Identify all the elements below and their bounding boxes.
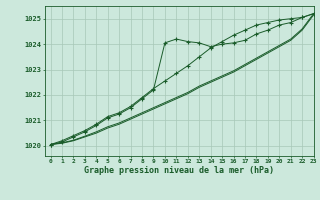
- X-axis label: Graphe pression niveau de la mer (hPa): Graphe pression niveau de la mer (hPa): [84, 166, 274, 175]
